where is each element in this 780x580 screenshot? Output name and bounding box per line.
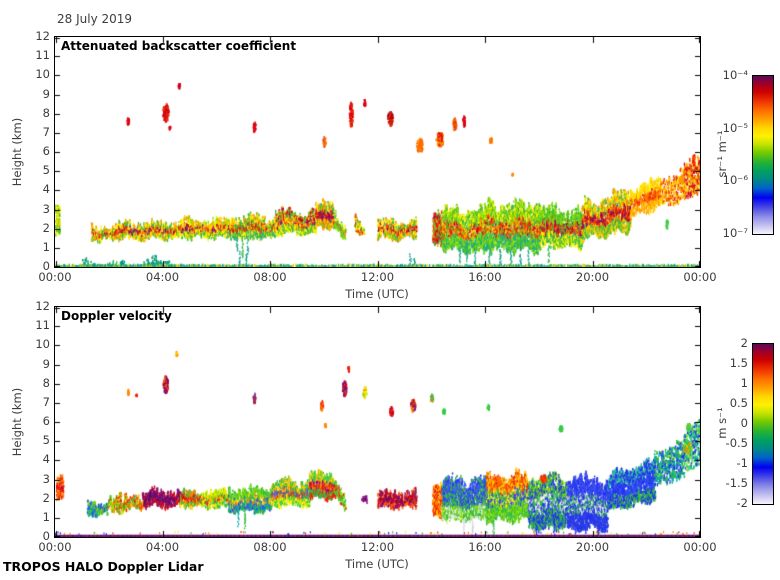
backscatter-panel: Attenuated backscatter coefficient bbox=[54, 36, 701, 268]
colorbar-tick-label: 1.5 bbox=[729, 356, 748, 370]
y-tick-label: 1 bbox=[42, 239, 50, 254]
x-tick-label: 16:00 bbox=[468, 270, 502, 284]
y-tick-label: 9 bbox=[42, 86, 50, 101]
colorbar-tick-label: 10⁻⁷ bbox=[722, 226, 748, 240]
x-tick-label: 00:00 bbox=[683, 270, 717, 284]
y-tick-label: 0 bbox=[42, 529, 50, 543]
backscatter-colorbar bbox=[752, 75, 774, 235]
y-tick-label: 5 bbox=[42, 163, 50, 178]
x-tick-label: 08:00 bbox=[253, 270, 287, 284]
x-tick-label: 00:00 bbox=[38, 540, 72, 554]
y-tick-label: 3 bbox=[42, 201, 50, 216]
x-tick-label: 04:00 bbox=[145, 540, 180, 554]
x-tick-label: 20:00 bbox=[575, 270, 610, 284]
y-tick-label: 9 bbox=[42, 356, 50, 371]
y-tick-label: 0 bbox=[42, 259, 50, 273]
doppler-panel-title: Doppler velocity bbox=[61, 309, 172, 323]
x-tick-label: 12:00 bbox=[360, 270, 395, 284]
y-tick-label: 7 bbox=[42, 124, 50, 139]
x-tick-label: 00:00 bbox=[683, 540, 717, 554]
backscatter-x-axis-label: Time (UTC) bbox=[345, 287, 409, 301]
x-tick-label: 00:00 bbox=[38, 270, 72, 284]
y-tick-label: 11 bbox=[35, 48, 50, 63]
doppler-x-axis-label: Time (UTC) bbox=[345, 557, 409, 571]
colorbar-tick-label: -2 bbox=[736, 496, 748, 510]
y-tick-label: 10 bbox=[35, 67, 50, 82]
y-tick-label: 2 bbox=[42, 220, 50, 235]
x-tick-label: 08:00 bbox=[253, 540, 287, 554]
y-tick-label: 5 bbox=[42, 433, 50, 448]
y-tick-label: 2 bbox=[42, 490, 50, 505]
x-tick-label: 20:00 bbox=[575, 540, 610, 554]
backscatter-panel-title: Attenuated backscatter coefficient bbox=[61, 39, 297, 53]
date-label: 28 July 2019 bbox=[57, 12, 133, 26]
colorbar-tick-label: -1 bbox=[736, 456, 748, 470]
backscatter-colorbar-label: sr⁻¹ m⁻¹ bbox=[715, 130, 729, 178]
colorbar-tick-label: 0 bbox=[740, 416, 748, 430]
y-tick-label: 12 bbox=[35, 299, 50, 313]
colorbar-tick-label: 2 bbox=[740, 336, 748, 350]
doppler-y-axis-label: Height (km) bbox=[10, 387, 24, 457]
y-tick-label: 3 bbox=[42, 471, 50, 486]
doppler-colorbar bbox=[752, 343, 774, 505]
backscatter-y-axis-label: Height (km) bbox=[10, 117, 24, 187]
y-tick-label: 6 bbox=[42, 144, 50, 158]
footer-instrument-label: TROPOS HALO Doppler Lidar bbox=[3, 559, 204, 574]
y-tick-label: 12 bbox=[35, 29, 50, 43]
colorbar-tick-label: -0.5 bbox=[725, 436, 748, 450]
y-tick-label: 8 bbox=[42, 105, 50, 120]
colorbar-tick-label: 10⁻⁴ bbox=[722, 68, 748, 82]
colorbar-tick-label: -1.5 bbox=[725, 476, 748, 490]
x-tick-label: 16:00 bbox=[468, 540, 502, 554]
y-tick-label: 10 bbox=[35, 337, 50, 352]
colorbar-tick-label: 1 bbox=[740, 376, 748, 390]
doppler-colorbar-label: m s⁻¹ bbox=[715, 407, 729, 439]
backscatter-heatmap-canvas bbox=[55, 37, 700, 267]
y-tick-label: 6 bbox=[42, 414, 50, 428]
doppler-heatmap-canvas bbox=[55, 307, 700, 537]
colorbar-tick-label: 10⁻⁶ bbox=[722, 173, 748, 188]
y-tick-label: 4 bbox=[42, 182, 50, 197]
y-tick-label: 11 bbox=[35, 318, 50, 333]
x-tick-label: 12:00 bbox=[360, 540, 395, 554]
y-tick-label: 8 bbox=[42, 375, 50, 390]
y-tick-label: 1 bbox=[42, 509, 50, 524]
y-tick-label: 7 bbox=[42, 394, 50, 409]
doppler-panel: Doppler velocity bbox=[54, 306, 701, 538]
colorbar-tick-label: 10⁻⁵ bbox=[722, 120, 748, 135]
x-tick-label: 04:00 bbox=[145, 270, 180, 284]
colorbar-tick-label: 0.5 bbox=[729, 396, 748, 410]
y-tick-label: 4 bbox=[42, 452, 50, 467]
